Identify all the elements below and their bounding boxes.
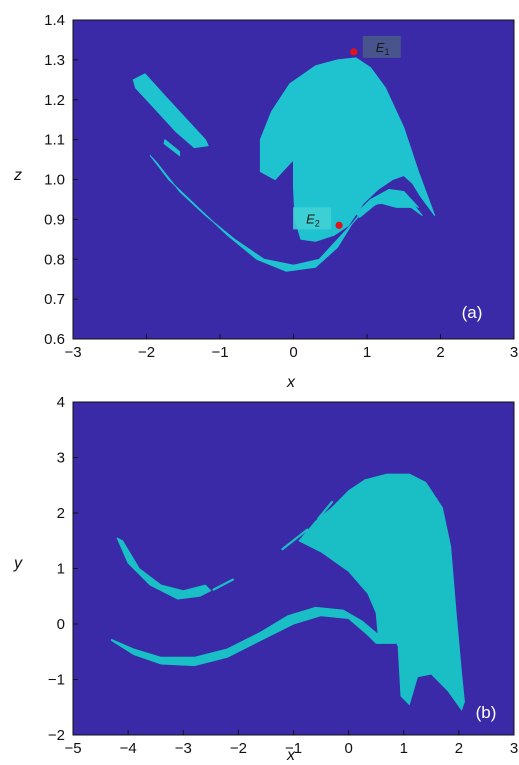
- panel-label-a: (a): [462, 303, 483, 322]
- x-tick-label: 2: [455, 740, 463, 757]
- point-label-box: [293, 207, 332, 230]
- x-tick-label: −1: [285, 740, 302, 757]
- y-axis-label-b: y: [13, 555, 23, 572]
- regions-a: [72, 19, 515, 340]
- y-tick-label: 3: [57, 450, 65, 467]
- equilibrium-point: [350, 48, 358, 56]
- y-tick-label: −1: [48, 672, 65, 689]
- x-axis-label-b: x: [286, 747, 296, 764]
- x-tick-label: 1: [400, 740, 408, 757]
- x-ticks-a: −3 −2 −1 0 1 2 3: [64, 334, 518, 361]
- x-tick-label: 0: [289, 344, 297, 361]
- y-tick-label: 0.7: [44, 291, 65, 308]
- region-upper_arc: [116, 537, 212, 600]
- region-dashes-0: [212, 578, 234, 591]
- equilibrium-point: [335, 221, 343, 229]
- x-tick-label: 1: [363, 344, 371, 361]
- point-label-box: [362, 35, 401, 58]
- y-tick-label: 1.4: [44, 12, 65, 29]
- regions-b: [72, 401, 515, 736]
- panel-b: −5 −4 −3 −2 −1 0 1 2 3 −2 −1 0 1 2 3 4 x y (b): [13, 394, 518, 764]
- y-tick-label: 1.2: [44, 92, 65, 109]
- x-tick-label: 3: [510, 344, 518, 361]
- y-tick-label: 2: [57, 505, 65, 522]
- y-ticks-a: 0.6 0.7 0.8 0.9 1.0 1.1 1.2 1.3 1.4: [44, 12, 78, 348]
- y-tick-label: 0.8: [44, 251, 65, 268]
- x-tick-label: −3: [175, 740, 192, 757]
- region-main_basin: [298, 473, 465, 711]
- panel-a: −3 −2 −1 0 1 2 3 0.6 0.7 0.8 0.9 1.0 1.1 1.2 1.3 1.4 E…: [13, 12, 518, 391]
- region-lower_band: [149, 155, 423, 272]
- x-tick-label: −5: [64, 740, 81, 757]
- region-lower_band: [111, 606, 396, 667]
- y-tick-label: 1.0: [44, 172, 65, 189]
- panel-label-b: (b): [476, 703, 497, 722]
- x-tick-label: −2: [230, 740, 247, 757]
- region-upper_thread: [163, 139, 181, 157]
- x-tick-label: 2: [436, 344, 444, 361]
- y-tick-label: 4: [57, 394, 65, 411]
- region-ellipse: [132, 73, 209, 149]
- x-tick-label: −2: [138, 344, 155, 361]
- y-tick-label: 1.3: [44, 52, 65, 69]
- x-tick-label: 3: [510, 740, 518, 757]
- y-ticks-b: −2 −1 0 1 2 3 4: [48, 394, 78, 744]
- x-axis-label-a: x: [286, 374, 296, 391]
- region-main_basin: [259, 57, 436, 242]
- y-axis-label-a: z: [13, 167, 22, 184]
- y-tick-label: 1.1: [44, 132, 65, 149]
- x-ticks-b: −5 −4 −3 −2 −1 0 1 2 3: [64, 730, 518, 757]
- region-dashes-2: [317, 500, 334, 520]
- region-dashes-1: [281, 528, 309, 551]
- region-inner_streak: [355, 189, 419, 218]
- x-tick-label: −4: [120, 740, 137, 757]
- x-tick-label: 0: [344, 740, 352, 757]
- y-tick-label: 0.6: [44, 331, 65, 348]
- x-tick-label: −3: [64, 344, 81, 361]
- y-tick-label: 1: [57, 561, 65, 578]
- y-tick-label: 0.9: [44, 211, 65, 228]
- x-tick-label: −1: [211, 344, 228, 361]
- y-tick-label: −2: [48, 727, 65, 744]
- y-tick-label: 0: [57, 616, 65, 633]
